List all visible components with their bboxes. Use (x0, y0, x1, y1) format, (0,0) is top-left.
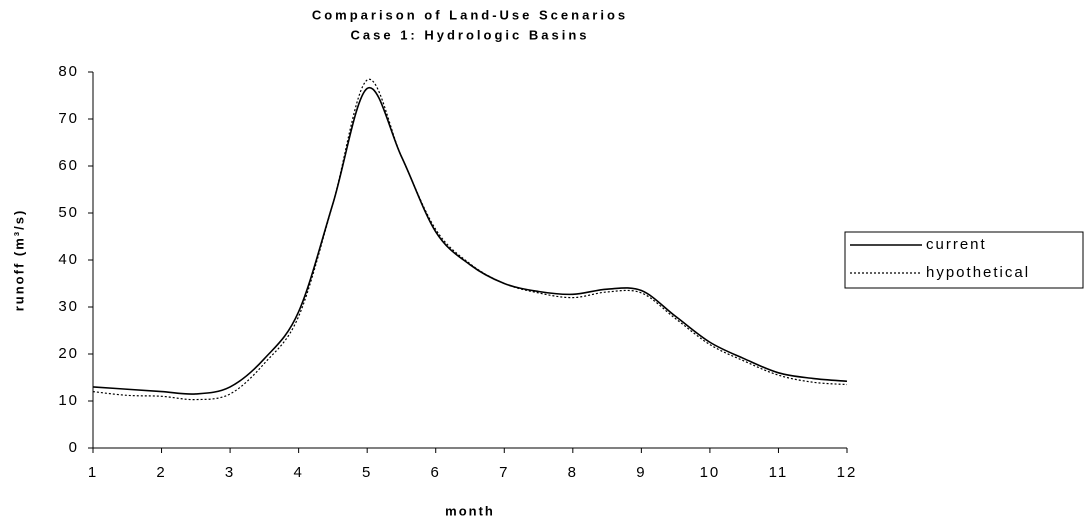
series-line (92, 87, 848, 395)
chart-subtitle: Case 1: Hydrologic Basins (351, 27, 590, 42)
y-tick-label: 20 (58, 345, 79, 362)
y-axis-label: runoff (m³/s) (11, 209, 26, 312)
x-tick-label: 2 (156, 464, 166, 481)
legend-box (844, 231, 1084, 289)
x-axis-label: month (445, 503, 495, 518)
x-tick-label: 12 (837, 464, 858, 481)
y-tick-label: 70 (58, 110, 79, 127)
x-tick-label: 4 (293, 464, 303, 481)
x-tick-label: 8 (568, 464, 578, 481)
x-tick-label: 1 (88, 464, 98, 481)
x-tick-label: 9 (636, 464, 646, 481)
x-tick-label: 5 (362, 464, 372, 481)
x-tick-label: 7 (499, 464, 509, 481)
x-tick-label: 11 (769, 464, 789, 481)
y-tick-label: 30 (58, 298, 79, 315)
y-tick-label: 60 (58, 157, 79, 174)
y-tick-label: 40 (58, 251, 79, 268)
legend-label: hypothetical (926, 264, 1030, 281)
y-tick-label: 50 (58, 204, 79, 221)
y-tick-label: 0 (69, 439, 79, 456)
chart-title: Comparison of Land-Use Scenarios (312, 7, 628, 22)
legend-label: current (926, 236, 987, 253)
x-tick-label: 3 (225, 464, 235, 481)
y-tick-label: 10 (58, 392, 79, 409)
series-line (92, 78, 848, 401)
x-tick-label: 10 (700, 464, 721, 481)
x-tick-label: 6 (431, 464, 441, 481)
y-tick-label: 80 (58, 63, 79, 80)
